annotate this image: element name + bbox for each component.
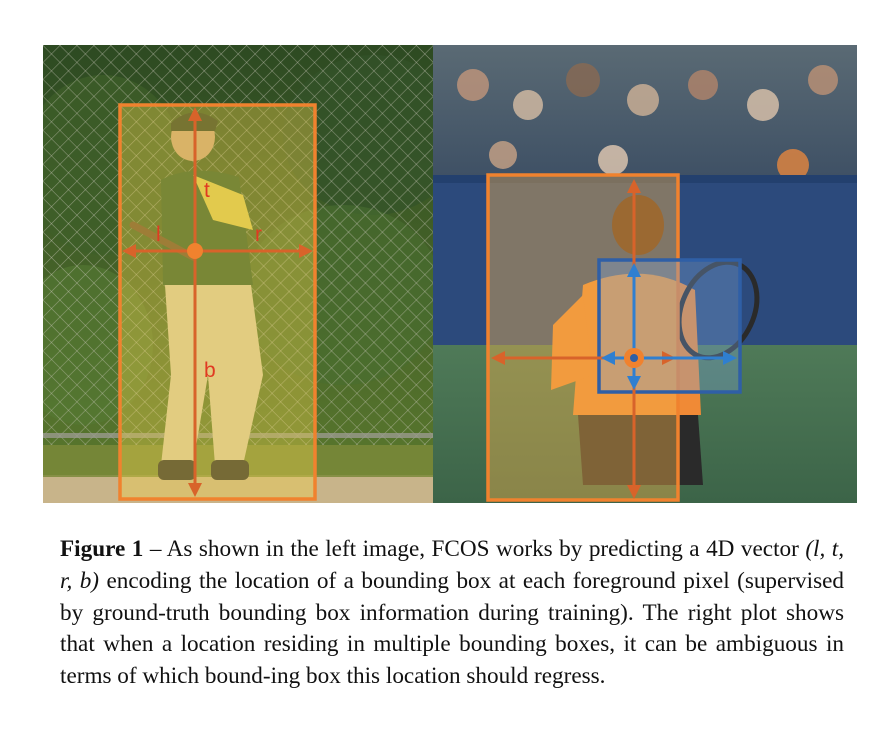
right-image-canvas <box>433 45 857 503</box>
tennis-player <box>551 195 760 485</box>
bbox-fill-racket <box>599 260 740 392</box>
bbox-fill-person <box>488 175 678 500</box>
bbox-racket <box>597 258 742 394</box>
left-image-baseball: t l r b <box>43 45 433 503</box>
bbox-left <box>118 103 317 501</box>
figure-label: Figure 1 <box>60 536 144 562</box>
right-image-tennis <box>433 45 857 503</box>
bbox-fill-left <box>120 105 315 499</box>
batter-figure <box>129 112 263 480</box>
center-point-left <box>187 243 203 259</box>
label-b: b <box>204 359 216 382</box>
caption-dash: – <box>143 536 167 562</box>
bbox-person <box>486 173 680 502</box>
caption-vector: (l, t, r, b) <box>60 536 844 594</box>
left-image-canvas: t l r b <box>43 45 433 503</box>
caption-text-after-vector: encoding the location of a bounding box … <box>60 567 844 690</box>
center-point-right-inner <box>630 354 638 362</box>
regression-arrows-left <box>122 107 313 497</box>
figure-caption: Figure 1 – As shown in the left image, F… <box>60 534 844 693</box>
label-l: l <box>156 223 161 246</box>
label-r: r <box>255 223 262 246</box>
label-t: t <box>204 179 210 202</box>
caption-text-before-vector: As shown in the left image, FCOS works b… <box>166 536 806 562</box>
